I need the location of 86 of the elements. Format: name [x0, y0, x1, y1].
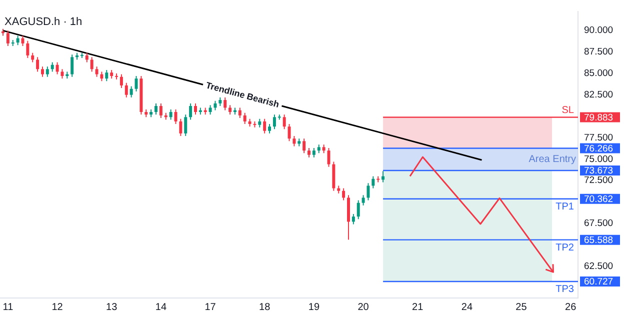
band-label: Area Entry — [528, 154, 576, 166]
ref-line-label: 76.266 — [584, 143, 614, 154]
candlestick — [342, 188, 346, 201]
ref-line-label: 73.673 — [584, 166, 614, 177]
x-tick-label: 13 — [106, 302, 118, 313]
x-tick-label: 24 — [461, 302, 473, 313]
candlestick — [154, 102, 158, 116]
y-tick-label: 82.500 — [584, 89, 614, 100]
candlestick — [288, 123, 291, 142]
candlestick — [85, 52, 88, 63]
candlestick — [272, 114, 276, 130]
annotation: TP1 — [556, 202, 574, 213]
x-tick-label: 26 — [565, 302, 577, 313]
candlestick — [292, 135, 296, 147]
candlestick — [31, 52, 34, 63]
candlestick — [179, 118, 182, 136]
x-tick-label: 18 — [259, 302, 271, 313]
candlestick — [208, 104, 212, 116]
candlestick — [238, 107, 242, 118]
candlestick — [120, 74, 123, 88]
candlestick — [21, 35, 24, 46]
x-tick-label: 19 — [308, 302, 320, 313]
candlestick — [352, 213, 355, 225]
annotation: SL — [562, 105, 574, 116]
candlestick — [169, 108, 172, 120]
candlestick — [95, 66, 98, 78]
y-tick-label: 67.500 — [584, 218, 614, 230]
y-tick-label: 87.500 — [584, 46, 614, 58]
candlestick — [159, 102, 162, 118]
x-tick-label: 12 — [52, 302, 64, 313]
candlestick — [263, 118, 266, 134]
text: XAGUSD.h · 1h — [4, 16, 82, 28]
candlestick — [174, 108, 178, 124]
ref-line-label: 70.362 — [584, 194, 614, 206]
x-tick-label: 25 — [516, 302, 528, 313]
candlestick — [372, 176, 375, 189]
candlestick — [228, 104, 232, 116]
y-tick-label: 85.000 — [584, 68, 614, 80]
candlestick — [224, 96, 227, 111]
candlestick — [70, 54, 74, 78]
candlestick — [302, 138, 306, 154]
candlestick — [105, 69, 108, 82]
ref-line-label: 60.727 — [584, 276, 614, 288]
candlestick — [346, 194, 350, 240]
candlestick — [312, 147, 316, 158]
candlestick — [50, 62, 54, 72]
candlestick — [60, 68, 64, 80]
candlestick — [268, 123, 272, 134]
candlestick — [362, 194, 365, 206]
candlestick — [194, 102, 197, 116]
candlestick — [130, 86, 133, 98]
x-tick-label: 17 — [204, 302, 216, 313]
candlestick — [90, 56, 94, 72]
candlestick — [16, 35, 20, 46]
annotation: TP3 — [556, 284, 574, 296]
candlestick — [356, 200, 360, 220]
candlestick — [184, 114, 188, 136]
ref-line-label: 79.883 — [584, 112, 614, 124]
x-tick-label: 21 — [412, 302, 424, 313]
ref-line-label: 65.588 — [584, 234, 614, 246]
x-tick-label: 20 — [358, 302, 370, 313]
candlestick — [36, 56, 40, 72]
annotation: TP2 — [556, 242, 574, 254]
candlestick — [327, 147, 330, 168]
y-tick-label: 72.500 — [584, 175, 614, 186]
candlestick — [214, 100, 217, 111]
candlestick — [56, 62, 59, 75]
candlestick — [308, 147, 311, 158]
candlestick — [366, 182, 370, 201]
candlestick — [26, 40, 30, 58]
y-tick-label: 90.000 — [584, 25, 614, 36]
candlestick — [124, 82, 128, 98]
candlestick — [6, 30, 10, 46]
candlestick — [100, 71, 104, 82]
candlestick — [134, 75, 138, 92]
candlestick — [243, 112, 246, 124]
y-tick-label: 62.500 — [584, 260, 614, 272]
candlestick — [46, 66, 49, 78]
x-tick-label: 11 — [2, 302, 14, 313]
candlestick — [40, 66, 44, 78]
x-tick-label: 14 — [155, 302, 167, 313]
y-tick-label: 75.000 — [584, 154, 614, 165]
y-tick-label: 77.500 — [584, 132, 614, 144]
candlestick — [189, 102, 192, 120]
candlestick — [282, 114, 286, 130]
candlestick — [332, 161, 336, 192]
